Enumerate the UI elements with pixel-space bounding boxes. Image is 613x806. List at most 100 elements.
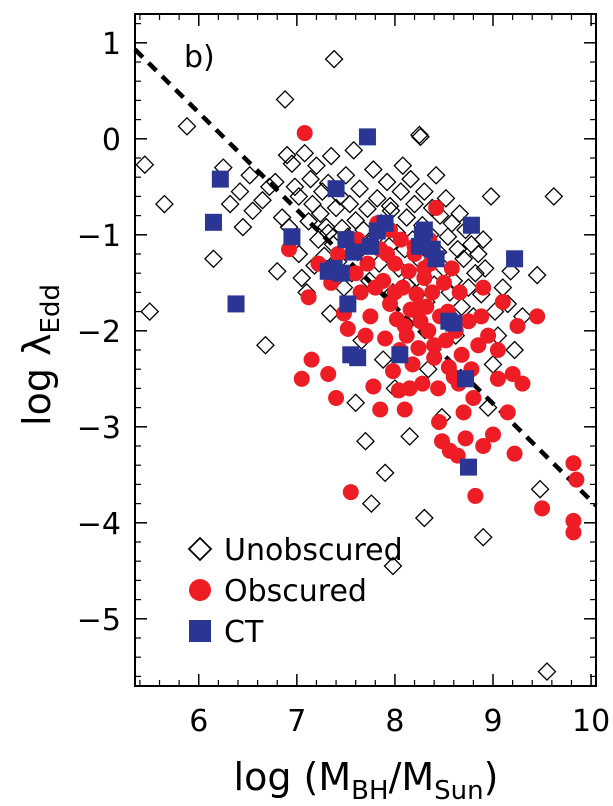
point-unobscured [530,479,550,499]
point-obscured [330,246,347,262]
point-obscured [489,342,506,358]
point-unobscured [256,335,275,355]
point-unobscured [318,223,338,243]
point-unobscured [397,208,417,227]
legend-label-obscured: Obscured [224,574,367,609]
point-unobscured [336,165,356,185]
point-obscured [386,284,403,301]
x-tick-label: 7 [287,704,306,739]
point-obscured [568,471,585,488]
series-ct [204,128,524,476]
point-unobscured [436,188,456,208]
x-tick-label: 8 [385,704,404,739]
point-unobscured [400,426,420,446]
point-unobscured [411,127,430,147]
point-obscured [529,308,546,325]
point-unobscured [295,143,315,163]
x-tick-label: 10 [572,704,610,739]
point-obscured [455,404,472,421]
point-ct [459,458,477,476]
point-obscured [480,327,497,344]
point-obscured [357,327,374,344]
point-obscured [352,284,369,301]
point-obscured [401,380,418,397]
point-obscured [467,487,484,504]
point-ct [204,213,222,231]
point-unobscured [265,172,285,192]
x-tick-label: 6 [189,704,208,739]
point-ct [427,250,445,268]
point-unobscured [363,160,383,179]
legend-label-unobscured: Unobscured [224,533,403,568]
point-unobscured [310,204,330,224]
y-tick-label: −5 [77,603,121,638]
x-tick-label: 9 [483,704,502,739]
point-unobscured [391,182,411,202]
point-obscured [514,375,531,392]
point-unobscured [375,463,395,483]
point-ct [376,214,394,232]
point-ct [327,180,345,198]
point-obscured [372,401,389,418]
point-unobscured [316,217,336,237]
point-obscured [303,351,320,368]
point-obscured [424,284,441,301]
point-obscured [430,380,447,397]
point-unobscured [320,304,340,323]
point-unobscured [459,278,478,298]
point-obscured [410,340,427,357]
point-unobscured [267,261,287,281]
point-unobscured [292,268,312,288]
point-unobscured [377,172,397,192]
point-unobscured [481,186,501,206]
point-unobscured [301,169,320,189]
point-obscured [489,370,506,387]
point-obscured [328,390,345,406]
point-unobscured [401,169,421,189]
point-ct [283,228,301,246]
point-unobscured [454,249,474,269]
point-ct [211,170,229,188]
point-obscured [420,322,437,339]
point-ct [345,243,363,261]
point-obscured [293,370,310,387]
point-unobscured [501,261,521,281]
point-obscured [565,512,582,529]
point-unobscured [358,199,377,219]
legend-marker-ct [189,620,211,642]
point-obscured [565,524,582,541]
point-unobscured [233,217,253,237]
point-unobscured [282,154,302,174]
point-obscured [443,260,460,277]
point-unobscured [289,186,309,206]
point-obscured [342,484,359,501]
y-tick-label: 1 [102,27,121,62]
point-unobscured [373,350,393,370]
point-obscured [504,366,521,382]
point-unobscured [346,393,366,413]
point-unobscured [367,188,387,208]
point-unobscured [177,116,197,136]
point-unobscured [220,194,240,214]
point-unobscured [356,431,375,451]
point-obscured [365,378,382,395]
point-unobscured [448,239,468,259]
point-obscured [339,320,356,337]
point-unobscured [324,49,344,69]
point-unobscured [380,196,400,216]
point-obscured [534,500,551,517]
point-unobscured [505,340,525,360]
point-ct [227,295,245,313]
point-obscured [386,255,403,272]
point-unobscured [383,556,403,576]
point-ct [339,295,357,313]
point-ct [457,370,475,388]
point-obscured [475,279,492,296]
point-unobscured [321,146,341,166]
point-obscured [440,359,457,376]
point-unobscured [478,398,498,418]
point-obscured [453,346,470,363]
point-unobscured [361,494,381,514]
point-unobscured [468,244,488,264]
